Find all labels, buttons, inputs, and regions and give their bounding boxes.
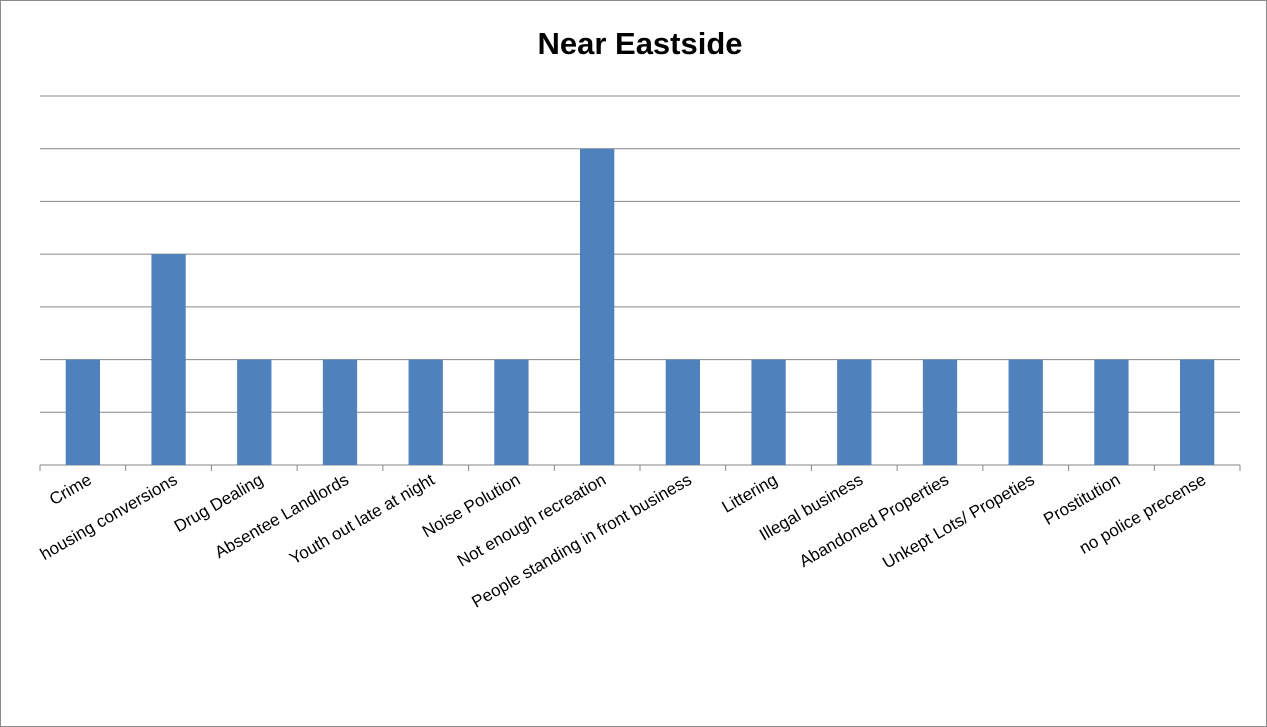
x-tick-label: Youth out late at night — [286, 470, 438, 569]
x-tick-label: Littering — [719, 470, 781, 517]
bar — [1094, 359, 1129, 465]
chart-title: Near Eastside — [537, 26, 743, 61]
bar — [922, 359, 958, 465]
bar — [837, 359, 872, 465]
bar — [408, 359, 443, 465]
bar — [751, 359, 786, 465]
bar — [65, 359, 100, 465]
bar — [1180, 359, 1215, 465]
bar — [494, 359, 529, 465]
x-tick-label: Crime — [46, 470, 95, 509]
bar — [665, 359, 700, 465]
x-tick-label: Abandoned Properties — [796, 470, 952, 571]
bar — [237, 359, 272, 465]
x-tick-label: Not enough recreation — [454, 470, 609, 571]
x-tick-label: Unkept Lots/ Propeties — [879, 470, 1037, 572]
x-tick-label: housing conversions — [37, 470, 181, 564]
bar — [151, 254, 186, 465]
bar — [1008, 359, 1043, 465]
bar — [322, 359, 358, 465]
bar — [580, 148, 615, 465]
